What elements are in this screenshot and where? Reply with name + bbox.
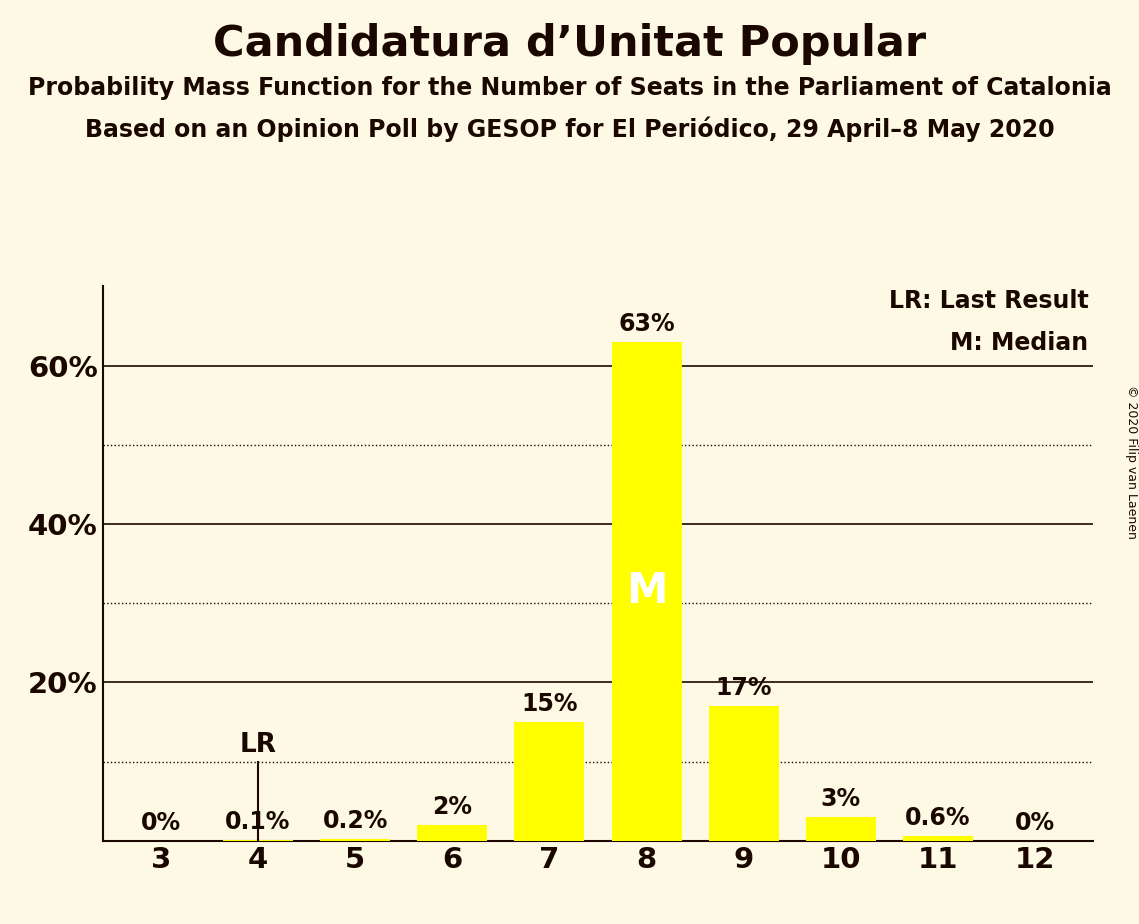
Text: Probability Mass Function for the Number of Seats in the Parliament of Catalonia: Probability Mass Function for the Number… (27, 76, 1112, 100)
Text: 3%: 3% (821, 786, 861, 810)
Text: 0%: 0% (141, 810, 181, 834)
Text: M: M (625, 570, 667, 613)
Text: Based on an Opinion Poll by GESOP for El Periódico, 29 April–8 May 2020: Based on an Opinion Poll by GESOP for El… (84, 116, 1055, 142)
Bar (612, 342, 681, 841)
Bar (320, 839, 390, 841)
Bar (417, 825, 487, 841)
Bar (708, 706, 779, 841)
Text: LR: Last Result: LR: Last Result (888, 289, 1089, 313)
Text: 0%: 0% (1015, 810, 1055, 834)
Text: M: Median: M: Median (950, 331, 1089, 355)
Text: 17%: 17% (715, 675, 772, 699)
Bar (515, 722, 584, 841)
Text: 0.1%: 0.1% (226, 809, 290, 833)
Text: 63%: 63% (618, 311, 675, 335)
Text: 0.6%: 0.6% (906, 806, 970, 830)
Text: Candidatura d’Unitat Popular: Candidatura d’Unitat Popular (213, 23, 926, 65)
Bar (903, 836, 973, 841)
Bar (806, 817, 876, 841)
Text: LR: LR (239, 732, 277, 758)
Text: © 2020 Filip van Laenen: © 2020 Filip van Laenen (1124, 385, 1138, 539)
Text: 2%: 2% (432, 795, 473, 819)
Text: 0.2%: 0.2% (322, 808, 387, 833)
Text: 15%: 15% (522, 692, 577, 716)
